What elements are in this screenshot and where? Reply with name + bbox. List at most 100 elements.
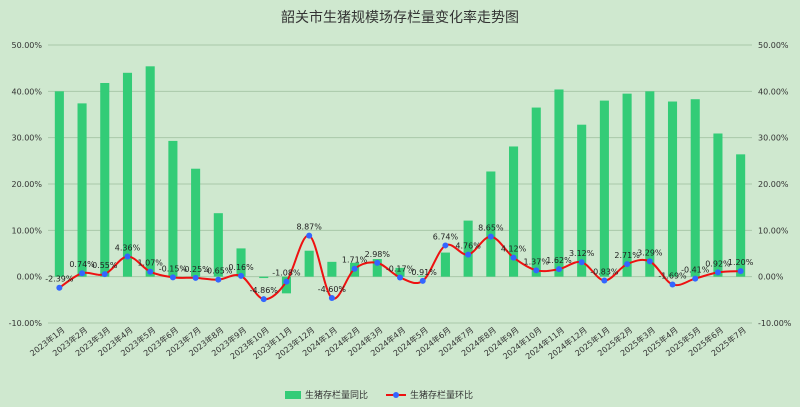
line-point — [714, 269, 721, 276]
y-tick-label-right: -10.00% — [758, 319, 792, 328]
data-labels: -2.39%0.74%0.55%4.36%1.07%-0.15%-0.25%-0… — [45, 223, 754, 296]
data-label: 1.37% — [524, 257, 550, 266]
data-label: 0.74% — [69, 260, 95, 269]
line-point — [692, 275, 699, 282]
line-point — [215, 276, 222, 283]
bar — [736, 154, 746, 277]
bar — [304, 250, 314, 277]
bar — [100, 82, 110, 277]
legend-bar-swatch — [285, 391, 301, 399]
data-label: 2.71% — [614, 251, 640, 260]
data-label: 4.76% — [455, 242, 481, 251]
data-label: -0.25% — [181, 265, 210, 274]
y-tick-label-left: 0.00% — [17, 273, 43, 282]
line-point — [669, 281, 676, 288]
line-point — [306, 232, 313, 239]
y-tick-label-right: 20.00% — [758, 180, 789, 189]
line-point — [555, 266, 562, 273]
legend-bar-label: 生猪存栏量同比 — [305, 389, 368, 401]
bar — [713, 133, 723, 277]
bar — [145, 66, 155, 277]
bar — [191, 168, 201, 277]
data-label: 2.98% — [365, 250, 391, 259]
line-point — [79, 270, 86, 277]
data-label: -2.39% — [45, 275, 74, 284]
line-point — [101, 271, 108, 278]
line-point — [510, 254, 517, 261]
data-label: 0.16% — [228, 263, 254, 272]
line-point — [238, 272, 245, 279]
line-point — [442, 242, 449, 249]
line-point — [465, 251, 472, 258]
y-tick-label-left: 40.00% — [11, 87, 42, 96]
line-point — [578, 259, 585, 266]
data-label: -0.41% — [681, 266, 710, 275]
y-tick-label-left: 50.00% — [11, 41, 42, 50]
data-label: -0.91% — [409, 268, 438, 277]
line-point — [169, 274, 176, 281]
bar — [259, 276, 269, 279]
bar — [168, 140, 178, 277]
data-label: -1.08% — [272, 269, 301, 278]
chart-title: 韶关市生猪规模场存栏量变化率走势图 — [281, 9, 519, 26]
y-tick-label-right: 30.00% — [758, 134, 789, 143]
data-label: 3.29% — [637, 248, 663, 257]
bar — [667, 101, 678, 277]
data-label: 1.62% — [546, 256, 572, 265]
line-point — [260, 296, 267, 303]
data-label: 0.55% — [92, 261, 118, 270]
y-tick-label-left: 10.00% — [11, 226, 42, 235]
bar — [645, 91, 655, 277]
bar — [122, 72, 133, 277]
line-point — [397, 274, 403, 281]
y-tick-label-right: 0.00% — [758, 273, 784, 282]
bar-series — [54, 66, 746, 294]
bar — [486, 171, 496, 277]
line-point — [124, 253, 131, 260]
y-tick-label-left: 30.00% — [11, 134, 42, 143]
data-label: 3.12% — [569, 249, 595, 258]
data-label: 6.74% — [433, 232, 459, 241]
line-point — [624, 261, 631, 268]
line-point — [351, 265, 358, 272]
line-point — [192, 274, 199, 281]
data-label: 1.20% — [728, 258, 754, 267]
line-point — [737, 268, 744, 275]
line-point — [601, 277, 608, 284]
bar — [372, 259, 382, 277]
bar — [509, 146, 519, 277]
bar — [599, 100, 609, 277]
bar — [281, 276, 291, 294]
data-label: -4.86% — [250, 286, 279, 295]
y-axis-right: 50.00% 40.00% 30.00% 20.00% 10.00% 0.00% -10.0… — [758, 41, 792, 328]
bar — [622, 93, 632, 277]
data-label: -1.69% — [658, 271, 687, 280]
bar — [77, 103, 87, 277]
line-point — [147, 268, 154, 275]
bar — [213, 213, 223, 277]
legend: 生猪存栏量同比 生猪存栏量环比 — [285, 389, 473, 401]
x-axis: 2023年1月2023年2月2023年3月2023年4月2023年5月2023年… — [28, 325, 748, 362]
line-point — [56, 284, 63, 291]
bar — [327, 261, 337, 277]
data-label: -4.60% — [318, 285, 347, 294]
data-label: 8.87% — [296, 223, 322, 232]
legend-line-label: 生猪存栏量环比 — [410, 389, 473, 401]
y-tick-label-left: -10.00% — [9, 319, 43, 328]
line-point — [419, 277, 426, 284]
data-label: 8.65% — [478, 224, 504, 233]
bar — [395, 267, 405, 277]
line-points — [56, 232, 744, 303]
bar — [440, 252, 450, 277]
bar — [690, 99, 700, 277]
data-label: -0.65% — [204, 267, 233, 276]
y-tick-label-right: 40.00% — [758, 87, 789, 96]
y-tick-label-left: 20.00% — [11, 180, 42, 189]
line-point — [328, 294, 335, 301]
bar — [531, 107, 541, 277]
data-label: 1.71% — [342, 256, 368, 265]
line-point — [646, 258, 653, 265]
data-label: 4.12% — [501, 245, 527, 254]
line-point — [487, 233, 494, 240]
